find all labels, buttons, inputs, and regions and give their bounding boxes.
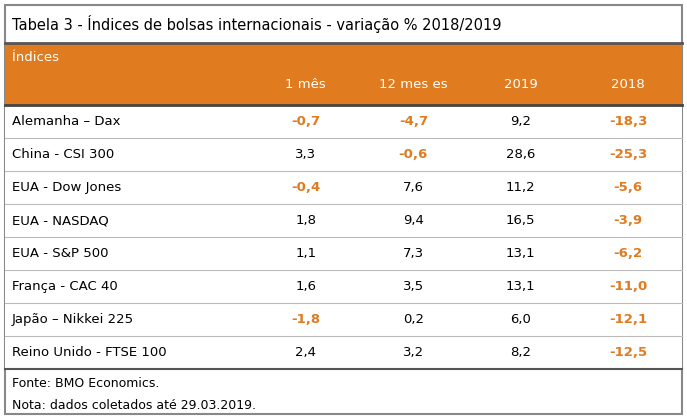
Text: 3,5: 3,5 [403, 280, 424, 293]
Text: 13,1: 13,1 [506, 280, 536, 293]
Text: 7,6: 7,6 [403, 181, 424, 194]
Text: 8,2: 8,2 [510, 346, 531, 359]
Bar [5, 336, 682, 369]
Text: China - CSI 300: China - CSI 300 [12, 148, 114, 161]
Text: Tabela 3 - Índices de bolsas internacionais - variação % 2018/2019: Tabela 3 - Índices de bolsas internacion… [12, 15, 502, 33]
Text: -11,0: -11,0 [609, 280, 647, 293]
Text: 3,2: 3,2 [403, 346, 424, 359]
Text: 1,8: 1,8 [295, 214, 316, 227]
Text: -5,6: -5,6 [613, 181, 643, 194]
Text: -0,4: -0,4 [291, 181, 320, 194]
Text: 6,0: 6,0 [510, 313, 531, 326]
Text: 12 mes es: 12 mes es [379, 78, 448, 91]
Text: Fonte: BMO Economics.: Fonte: BMO Economics. [12, 377, 159, 390]
Text: 9,2: 9,2 [510, 115, 531, 128]
Text: -25,3: -25,3 [609, 148, 647, 161]
Bar [5, 303, 682, 336]
Bar [5, 138, 682, 171]
Text: 2018: 2018 [611, 78, 645, 91]
Text: 2,4: 2,4 [295, 346, 316, 359]
Bar [5, 270, 682, 303]
Text: EUA - S&P 500: EUA - S&P 500 [12, 247, 109, 260]
Text: EUA - NASDAQ: EUA - NASDAQ [12, 214, 109, 227]
Text: Reino Unido - FTSE 100: Reino Unido - FTSE 100 [12, 346, 167, 359]
Text: 1 mês: 1 mês [286, 78, 326, 91]
Text: Índices: Índices [12, 51, 59, 64]
Text: 1,6: 1,6 [295, 280, 316, 293]
Bar [5, 105, 682, 138]
Text: França - CAC 40: França - CAC 40 [12, 280, 117, 293]
Bar [5, 171, 682, 204]
Bar [5, 43, 682, 105]
Text: Japão – Nikkei 225: Japão – Nikkei 225 [12, 313, 134, 326]
Text: Alemanha – Dax: Alemanha – Dax [12, 115, 120, 128]
Text: -12,5: -12,5 [609, 346, 647, 359]
Text: 16,5: 16,5 [506, 214, 536, 227]
Bar [5, 237, 682, 270]
Text: -0,6: -0,6 [398, 148, 428, 161]
Text: 11,2: 11,2 [506, 181, 536, 194]
Text: Nota: dados coletados até 29.03.2019.: Nota: dados coletados até 29.03.2019. [12, 399, 256, 412]
Text: -12,1: -12,1 [609, 313, 647, 326]
Text: 28,6: 28,6 [506, 148, 535, 161]
Text: 1,1: 1,1 [295, 247, 317, 260]
Bar [5, 204, 682, 237]
Text: -0,7: -0,7 [291, 115, 320, 128]
Text: 9,4: 9,4 [403, 214, 424, 227]
Text: 13,1: 13,1 [506, 247, 536, 260]
Text: -6,2: -6,2 [613, 247, 643, 260]
Text: 0,2: 0,2 [403, 313, 424, 326]
Text: -1,8: -1,8 [291, 313, 320, 326]
Text: 3,3: 3,3 [295, 148, 317, 161]
Text: -4,7: -4,7 [398, 115, 428, 128]
Text: -3,9: -3,9 [613, 214, 643, 227]
Text: 7,3: 7,3 [403, 247, 424, 260]
Text: EUA - Dow Jones: EUA - Dow Jones [12, 181, 121, 194]
Text: -18,3: -18,3 [609, 115, 647, 128]
Text: 2019: 2019 [504, 78, 538, 91]
